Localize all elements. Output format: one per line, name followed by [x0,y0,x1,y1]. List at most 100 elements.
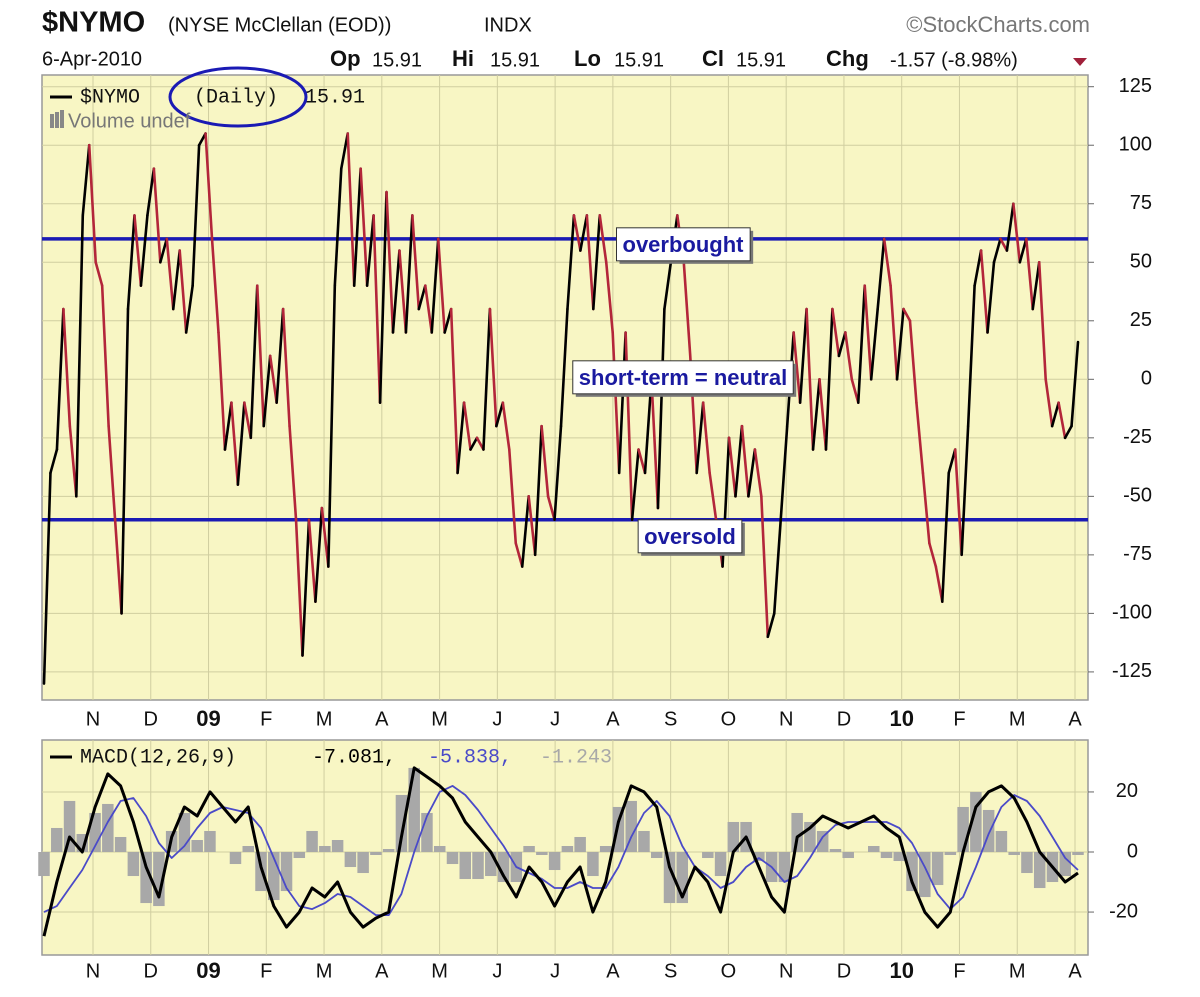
annotation-text: short-term = neutral [579,365,787,390]
line-segment [559,307,569,428]
annotation: short-term = neutral [572,360,797,397]
line-segment [68,424,78,498]
x-tick-label: F [953,960,965,982]
line-segment [236,401,246,486]
y-tick-label: -75 [1123,543,1152,565]
line-segment [792,331,802,405]
x-tick-label: F [953,708,965,730]
line-segment [391,249,401,334]
annotation-box [616,227,751,262]
histogram-bar [676,852,689,904]
y-tick-label: 0 [1127,840,1138,862]
quote-label: Hi [452,46,474,71]
line-segment [255,284,266,428]
histogram-bar [76,833,89,853]
line-segment [818,378,828,451]
histogram-bar [868,845,880,853]
legend-name: $NYMO [80,86,140,109]
x-tick-label: J [492,960,502,982]
volume-icon [55,112,59,128]
line-segment [55,307,65,451]
line-segment [488,307,498,428]
legend-volume: Volume undef [68,110,191,132]
histogram-bar [153,852,165,907]
histogram-bar [433,845,446,853]
line-segment [805,307,815,451]
histogram-bar [523,845,535,853]
histogram-bar [599,845,612,853]
line-segment [294,518,304,657]
line-segment [385,190,395,334]
line-segment [314,506,324,603]
line-segment [908,319,918,405]
line-segment [184,284,194,334]
line-segment [940,471,951,603]
line-segment [844,331,854,381]
line-segment [62,307,72,428]
x-tick-label: A [606,708,620,730]
histogram-bar [753,852,765,862]
line-segment [456,401,466,475]
line-segment [1018,237,1028,264]
legend-value: -5.838, [428,746,512,769]
x-tick-label: N [779,708,793,730]
histogram-bar [485,852,497,877]
histogram-bar [242,845,254,853]
line-segment [734,424,744,498]
line-segment [604,260,615,334]
line-segment [1005,202,1015,252]
line-segment [81,143,91,217]
line-segment [449,307,459,475]
legend-period: (Daily) [194,86,278,109]
histogram-bar [548,852,561,871]
line-segment [94,260,104,287]
annotation-box [637,519,743,554]
y-tick-label: -100 [1112,602,1152,624]
line-segment [165,237,175,311]
x-tick-label: F [260,960,272,982]
histogram-bar [880,852,893,859]
line-segment [882,237,892,287]
line-segment [753,448,763,498]
histogram-bar [38,852,50,877]
histogram-bar [587,852,599,877]
histogram-bar [102,803,114,853]
histogram-bar [51,827,63,853]
line-segment [482,307,492,451]
line-segment [811,378,821,451]
quote-label: Lo [574,46,601,71]
line-segment [462,401,472,451]
line-segment [701,401,711,475]
histogram-bar [293,852,306,859]
macd-line [42,766,1079,937]
line-segment [1025,237,1035,311]
line-segment [223,401,233,451]
x-tick-label: 09 [196,706,220,731]
histogram-bar [816,830,829,853]
histogram-bar [625,800,637,853]
x-tick-label: M [431,960,448,982]
histogram-bar [804,821,816,853]
line-segment [876,237,886,311]
line-segment [307,518,317,603]
x-tick-label: 10 [889,706,913,731]
line-segment [436,237,446,334]
annotation: overbought [616,227,754,264]
line-segment [617,331,627,475]
line-segment [656,307,666,510]
histogram-bar [982,809,995,853]
highlight-circle [168,66,308,128]
x-tick-label: S [664,708,677,730]
histogram-bar [906,852,918,892]
x-tick-label: A [1068,708,1082,730]
quote-value: 15.91 [736,49,786,71]
y-tick-label: -50 [1123,485,1152,507]
y-tick-label: 75 [1130,192,1152,214]
histogram-bar [536,852,548,856]
line-segment [772,518,783,615]
y-tick-label: 100 [1119,134,1152,156]
histogram-bar [421,812,433,853]
histogram-bar [191,839,203,853]
line-segment [630,448,640,522]
